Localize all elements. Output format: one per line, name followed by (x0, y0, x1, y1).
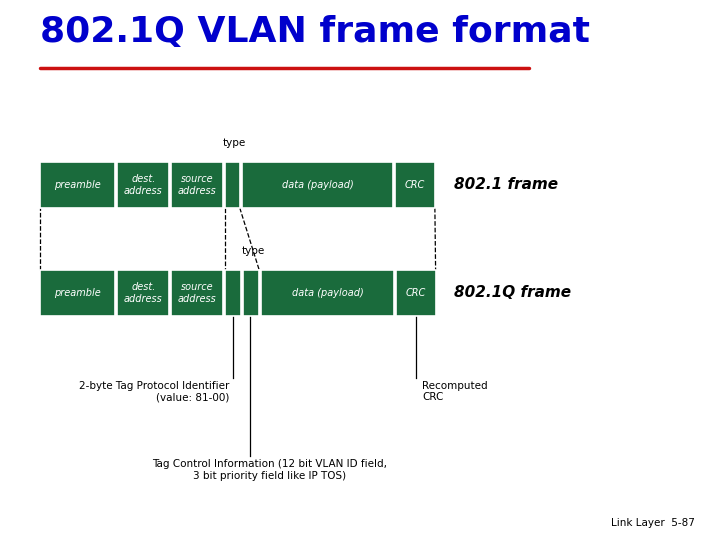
Text: 802.1 frame: 802.1 frame (454, 178, 558, 192)
Bar (40, 162, 115, 208)
Text: 802.1Q frame: 802.1Q frame (454, 286, 571, 300)
Bar (225, 162, 240, 208)
Bar (243, 270, 259, 316)
Text: Recomputed
CRC: Recomputed CRC (422, 381, 487, 402)
Text: 802.1Q VLAN frame format: 802.1Q VLAN frame format (40, 15, 590, 49)
Bar (117, 162, 169, 208)
Bar (261, 270, 394, 316)
Text: preamble: preamble (54, 180, 101, 190)
Bar (117, 270, 169, 316)
Text: CRC: CRC (405, 288, 426, 298)
Text: CRC: CRC (405, 180, 426, 190)
Bar (40, 270, 115, 316)
Bar (171, 162, 223, 208)
Text: dest.
address: dest. address (124, 174, 163, 195)
Text: preamble: preamble (54, 288, 101, 298)
Bar (396, 270, 436, 316)
Text: dest.
address: dest. address (124, 282, 163, 303)
Text: Link Layer  5-87: Link Layer 5-87 (611, 518, 695, 528)
Text: source
address: source address (178, 282, 217, 303)
Bar (242, 162, 393, 208)
Bar (395, 162, 435, 208)
Text: data (payload): data (payload) (292, 288, 364, 298)
Text: type: type (242, 246, 265, 256)
Text: source
address: source address (178, 174, 217, 195)
Bar (171, 270, 223, 316)
Text: Tag Control Information (12 bit VLAN ID field,
3 bit priority field like IP TOS): Tag Control Information (12 bit VLAN ID … (153, 459, 387, 481)
Bar (225, 270, 241, 316)
Text: type: type (222, 138, 246, 149)
Text: data (payload): data (payload) (282, 180, 354, 190)
Text: 2-byte Tag Protocol Identifier
(value: 81-00): 2-byte Tag Protocol Identifier (value: 8… (79, 381, 230, 402)
